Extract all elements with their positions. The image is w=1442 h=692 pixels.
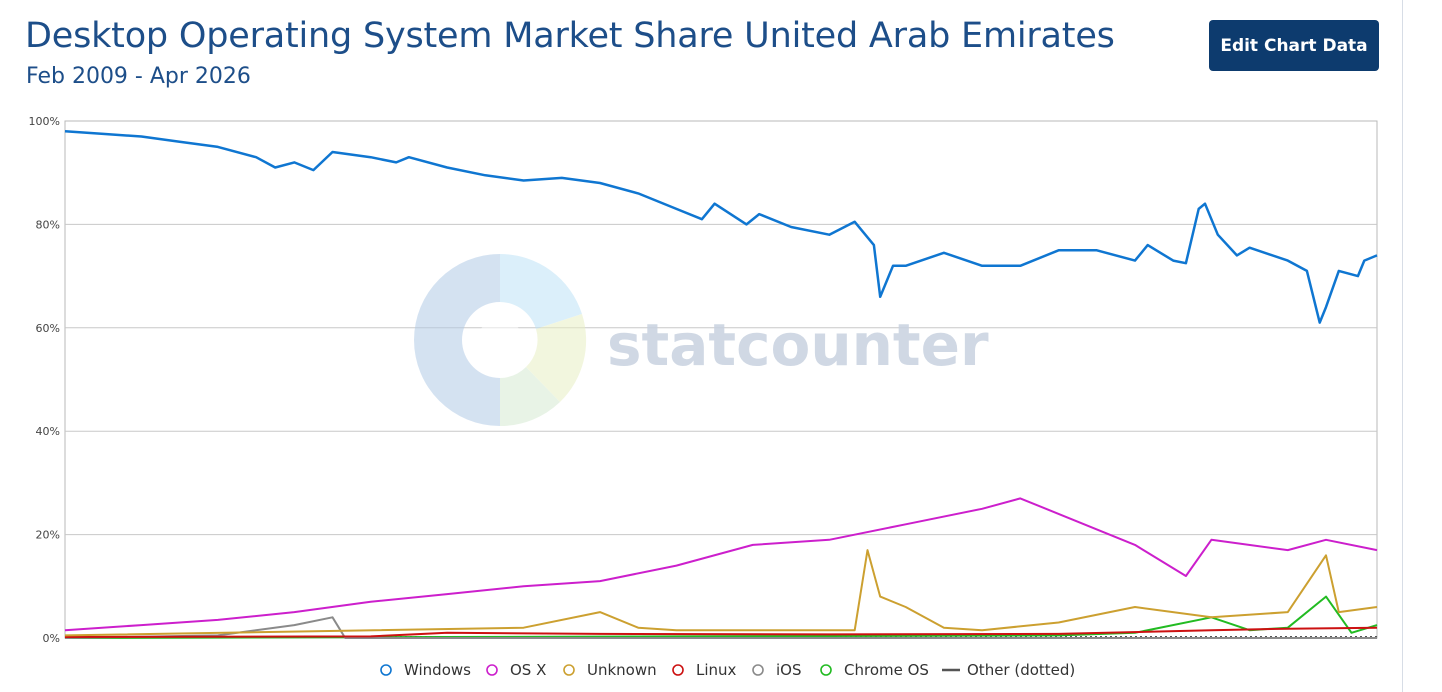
legend: Windows OS X Unknown Linux iOS Chrome OS Other…: [0, 658, 1442, 682]
y-tick-label: 60%: [36, 322, 60, 335]
y-tick-label: 40%: [36, 425, 60, 438]
series-line-unknown[interactable]: [64, 549, 1378, 637]
edit-chart-data-button[interactable]: Edit Chart Data: [1209, 20, 1379, 71]
y-tick-label: 80%: [36, 218, 60, 231]
series-group: [64, 130, 1378, 639]
series-line-linux[interactable]: [64, 626, 1378, 638]
watermark-text: statcounter: [607, 311, 989, 379]
legend-label: Linux: [696, 661, 737, 679]
legend-item-chrome-os[interactable]: Chrome OS: [816, 658, 929, 682]
legend-label: OS X: [510, 661, 547, 679]
legend-label: Other (dotted): [967, 661, 1076, 679]
legend-item-other-dotted[interactable]: Other (dotted): [939, 658, 1075, 682]
legend-marker-icon: [939, 663, 965, 677]
legend-item-os-x[interactable]: OS X: [482, 658, 546, 682]
legend-label: iOS: [776, 661, 802, 679]
right-border: [1402, 0, 1403, 692]
y-axis-ticks: 0% 20% 40% 60% 80% 100%: [29, 115, 60, 645]
series-line-os-x[interactable]: [64, 497, 1378, 632]
legend-label: Chrome OS: [844, 661, 929, 679]
legend-item-windows[interactable]: Windows: [376, 658, 471, 682]
series-line-windows[interactable]: [64, 130, 1378, 324]
legend-label: Windows: [404, 661, 471, 679]
page-title: Desktop Operating System Market Share Un…: [25, 16, 1115, 56]
legend-item-unknown[interactable]: Unknown: [559, 658, 657, 682]
grid-lines: [65, 223, 1377, 536]
legend-marker-icon: [748, 663, 774, 677]
legend-item-ios[interactable]: iOS: [748, 658, 802, 682]
legend-label: Unknown: [587, 661, 657, 679]
page-subtitle: Feb 2009 - Apr 2026: [26, 64, 251, 89]
y-tick-label: 0%: [43, 632, 60, 645]
statcounter-watermark: statcounter: [414, 254, 989, 427]
legend-marker-icon: [816, 663, 842, 677]
y-tick-label: 20%: [36, 529, 60, 542]
legend-marker-icon: [668, 663, 694, 677]
y-tick-label: 100%: [29, 115, 60, 128]
legend-item-linux[interactable]: Linux: [668, 658, 736, 682]
watermark-logo: [414, 254, 587, 427]
legend-marker-icon: [376, 663, 402, 677]
plot-area: [64, 120, 1378, 639]
legend-marker-icon: [482, 663, 508, 677]
legend-marker-icon: [559, 663, 585, 677]
